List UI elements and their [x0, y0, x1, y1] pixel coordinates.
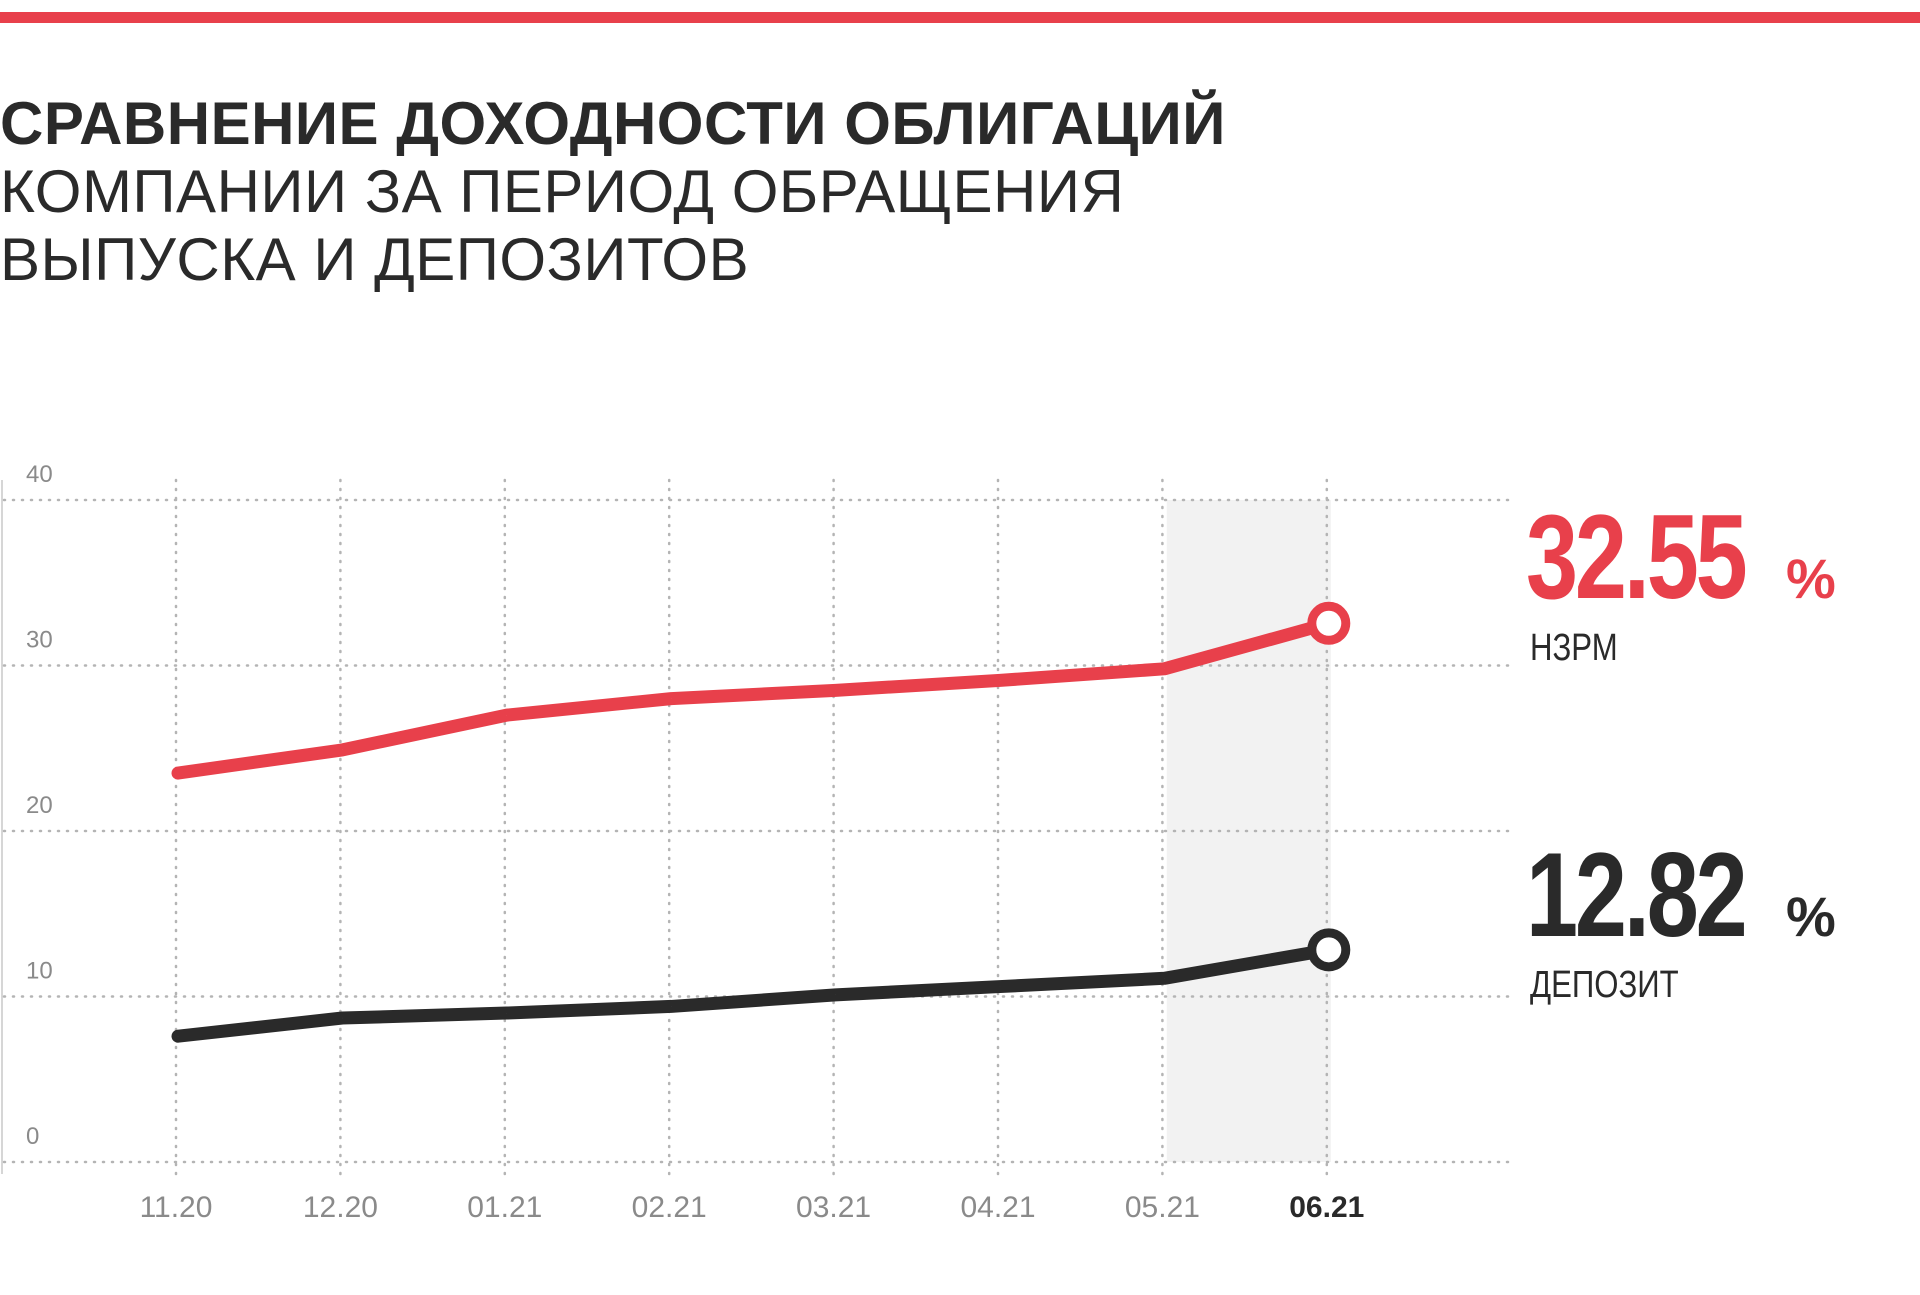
- y-tick-label: 10: [26, 958, 53, 985]
- series-0-value-label: 32.55: [1526, 490, 1745, 624]
- series-1-unit-label: %: [1786, 885, 1836, 948]
- title-line-1: СРАВНЕНИЕ ДОХОДНОСТИ ОБЛИГАЦИЙ: [0, 90, 1226, 157]
- x-tick-label: 02.21: [632, 1191, 707, 1224]
- x-tick-label: 11.20: [140, 1191, 213, 1224]
- series-line-1: [171, 943, 1336, 1043]
- y-tick-label: 30: [26, 627, 53, 654]
- title-line-2: КОМПАНИИ ЗА ПЕРИОД ОБРАЩЕНИЯ: [0, 158, 1125, 225]
- x-tick-label: 06.21: [1289, 1191, 1364, 1224]
- chart-title: СРАВНЕНИЕ ДОХОДНОСТИ ОБЛИГАЦИЙ КОМПАНИИ …: [0, 90, 1226, 294]
- y-tick-label: 0: [26, 1123, 39, 1150]
- top-accent-rule: [0, 12, 1920, 23]
- series-0-unit-label: %: [1786, 547, 1836, 610]
- x-tick-label: 04.21: [960, 1191, 1035, 1224]
- y-tick-label: 20: [26, 792, 53, 819]
- title-line-3: ВЫПУСКА И ДЕПОЗИТОВ: [0, 226, 750, 293]
- series-1-name-label: ДЕПОЗИТ: [1530, 964, 1679, 1006]
- series-line-0: [171, 616, 1336, 780]
- series-0-name-label: НЗРМ: [1530, 627, 1618, 669]
- series-0-point-7: [1307, 601, 1351, 645]
- y-tick-label: 40: [26, 461, 53, 488]
- series-1-point-7: [1307, 928, 1351, 972]
- x-tick-label: 12.20: [303, 1191, 378, 1224]
- x-tick-label: 01.21: [467, 1191, 542, 1224]
- series-1-value-label: 12.82: [1526, 828, 1745, 962]
- x-tick-label: 05.21: [1125, 1191, 1200, 1224]
- x-tick-label: 03.21: [796, 1191, 871, 1224]
